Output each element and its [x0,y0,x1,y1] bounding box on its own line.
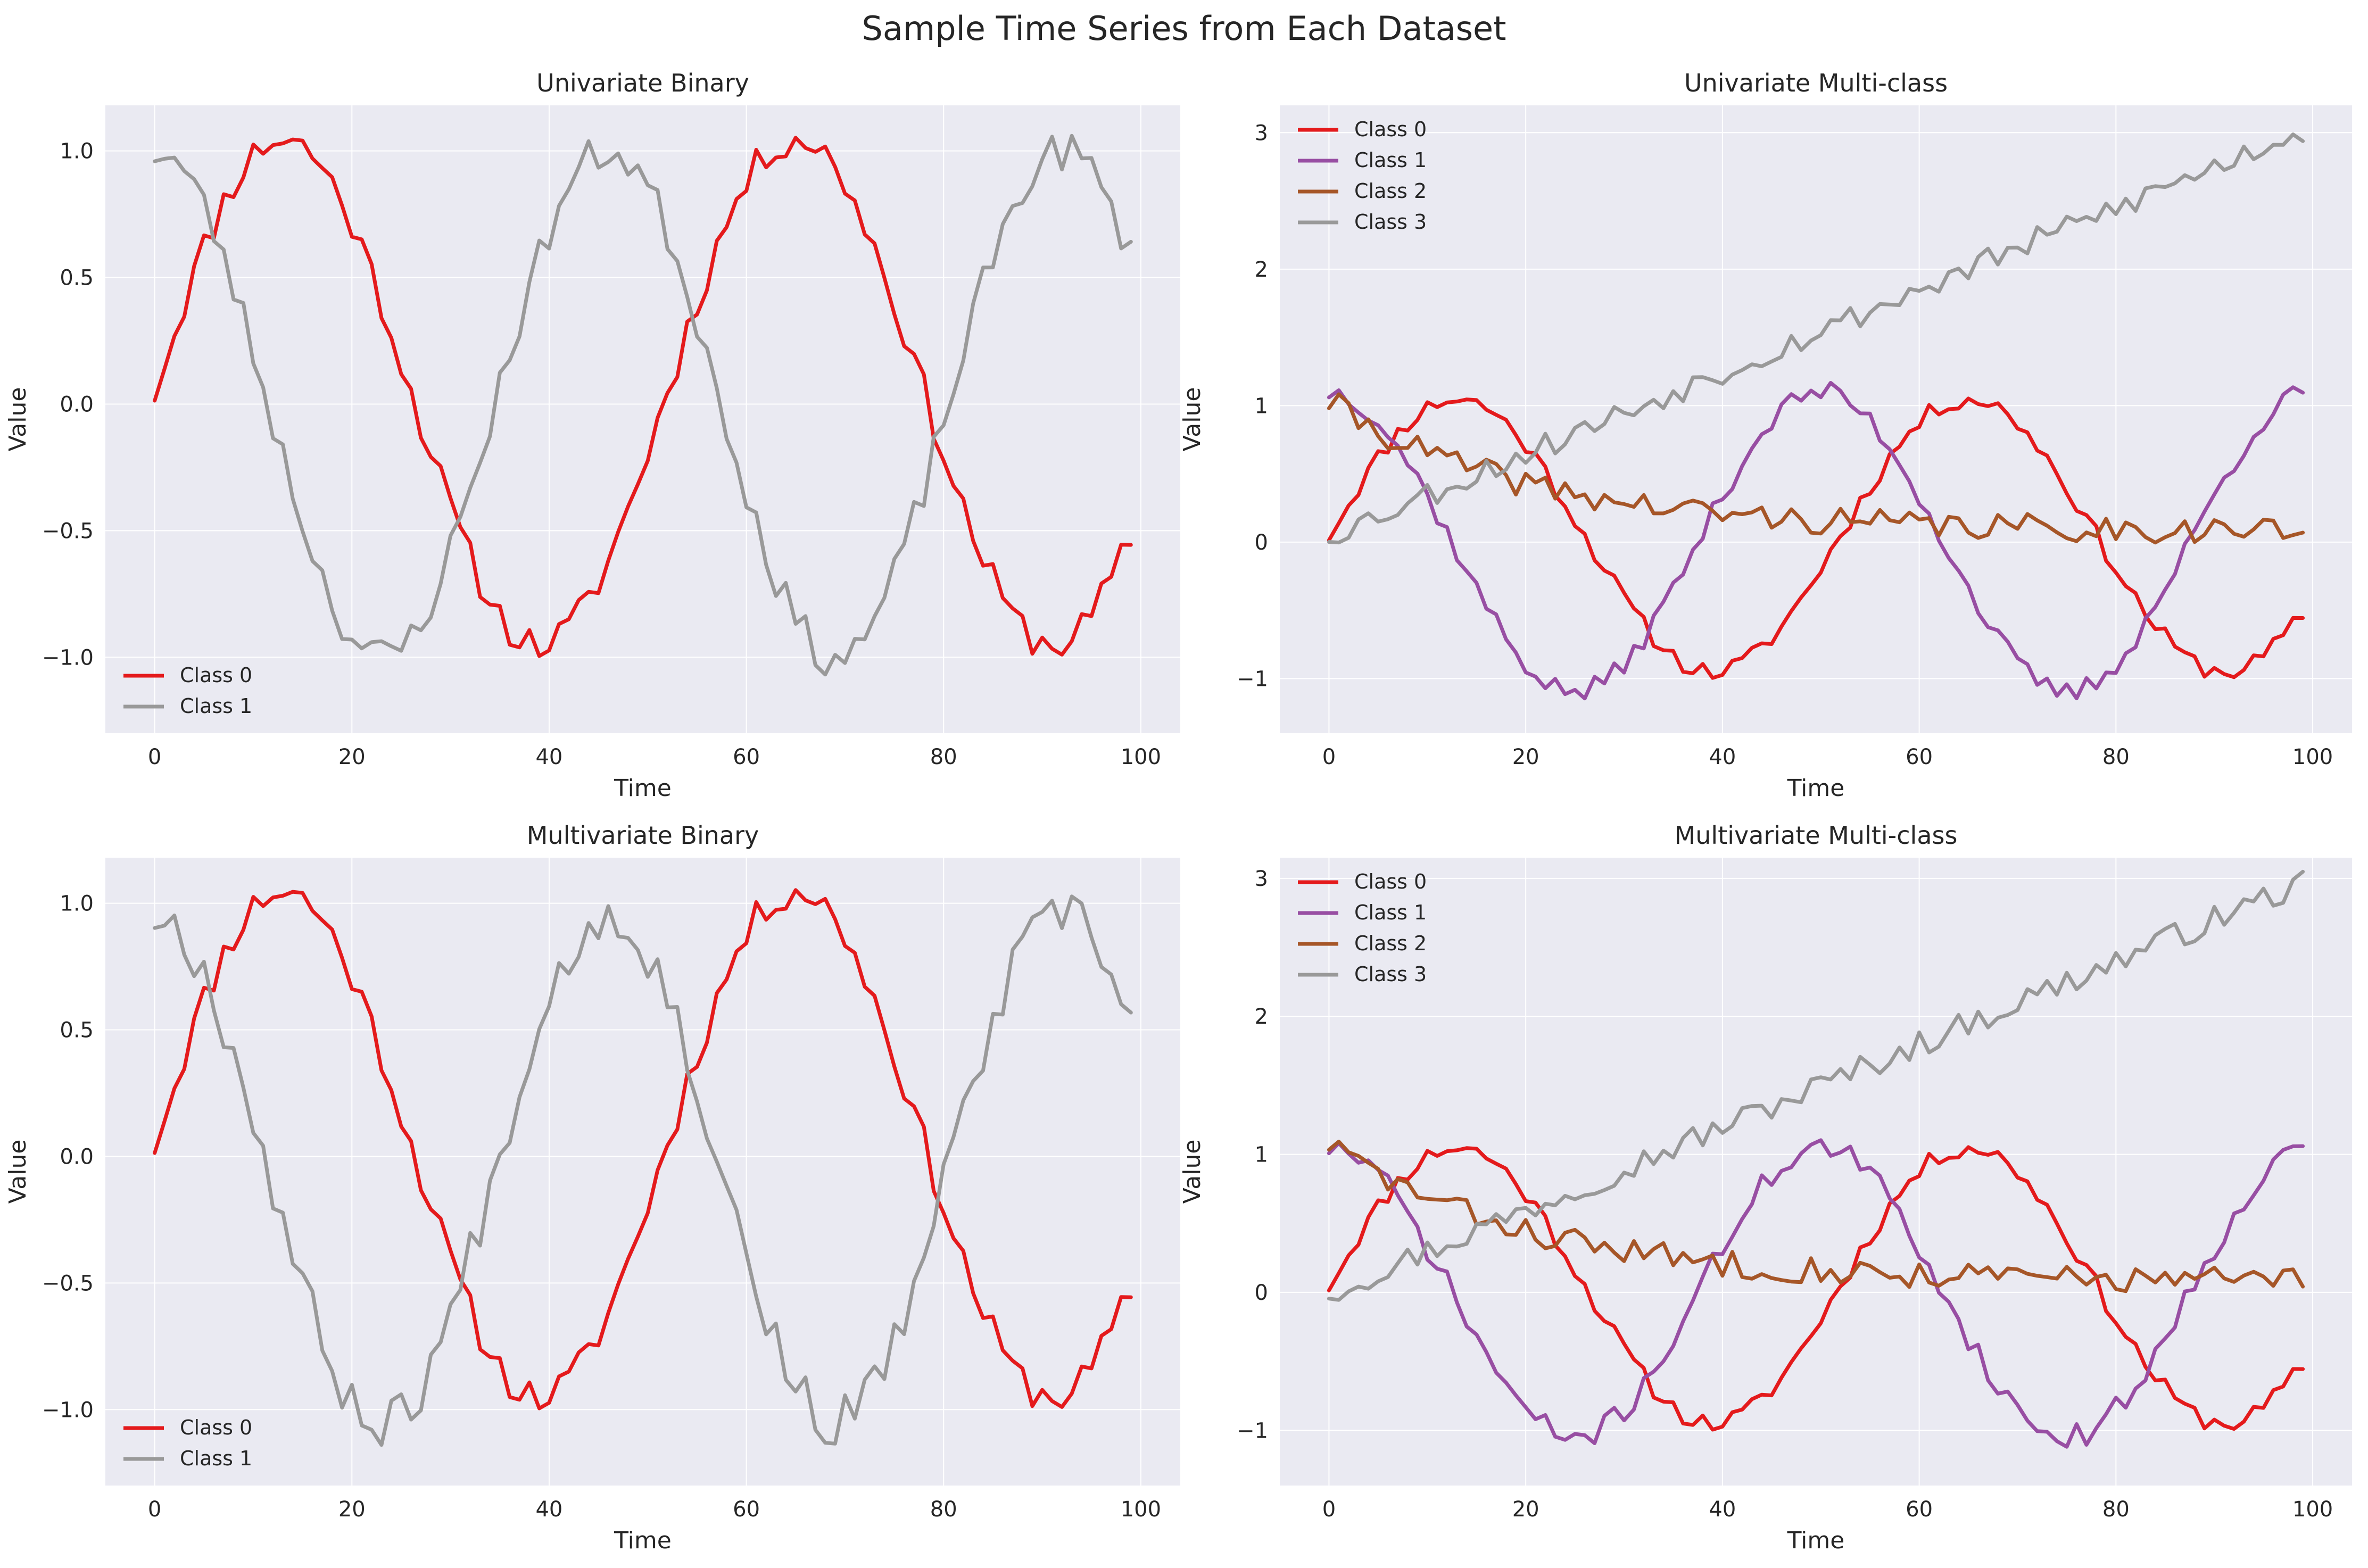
x-tick-label: 60 [733,745,760,769]
y-tick-label: −1 [1237,667,1268,691]
x-tick-label: 40 [535,1497,562,1522]
x-tick-label: 100 [2292,745,2333,769]
y-tick-label: 0 [1255,1281,1268,1305]
legend-label: Class 1 [1354,148,1427,172]
legend: Class 0 Class 1 Class 2 Class 3 [1298,118,1427,234]
series-line-class-1 [153,134,1133,677]
x-tick-label: 20 [1512,745,1539,769]
x-tick-label: 0 [148,745,161,769]
y-tick-label: −0.5 [42,519,94,543]
panel-title: Univariate Multi-class [1684,69,1948,97]
x-tick-label: 20 [1512,1497,1539,1522]
y-tick-label: −1.0 [42,1398,94,1422]
legend: Class 0 Class 1 [123,1416,252,1470]
legend-label: Class 3 [1354,963,1427,986]
y-tick-label: 3 [1255,867,1268,891]
series-line-class-0 [1327,396,2305,680]
panel-title: Multivariate Multi-class [1675,821,1958,850]
x-tick-label: 80 [930,1497,957,1522]
panel-multi-binary: 0 20 40 60 80 100 −1.0 −0.5 0.0 0.5 1.0 Multivariat… [4,821,1180,1554]
x-tick-label: 0 [1322,745,1336,769]
legend-label: Class 1 [180,1447,252,1470]
series-line-class-2 [1327,392,2305,545]
x-tick-label: 0 [1322,1497,1336,1522]
legend-label: Class 2 [1354,932,1427,955]
y-tick-label: 0.0 [60,1144,94,1169]
panel-multi-multi: 0 20 40 60 80 100 −1 0 1 2 3 Multivariate Multi-cla… [1179,821,2352,1554]
y-tick-label: −1.0 [42,645,94,670]
series-line-class-1 [1327,381,2305,701]
y-axis-label: Value [4,387,31,452]
series-line-class-3 [1327,869,2305,1302]
y-tick-label: 1.0 [60,139,94,164]
plot-area [105,105,1180,733]
y-tick-label: 1 [1255,1143,1268,1167]
y-axis-label: Value [1179,387,1206,452]
x-axis-label: Time [614,1527,672,1554]
series-line-class-1 [1327,1138,2305,1449]
x-tick-label: 60 [1906,1497,1933,1522]
panel-title: Univariate Binary [536,69,749,97]
x-tick-label: 100 [2292,1497,2333,1522]
y-tick-label: 0.5 [60,266,94,291]
legend-label: Class 1 [1354,901,1427,924]
x-tick-label: 40 [1709,745,1736,769]
x-axis-label: Time [1787,775,1845,802]
series-line-class-0 [1327,1145,2305,1432]
legend-label: Class 0 [180,1416,252,1439]
y-tick-label: 2 [1255,258,1268,282]
legend-label: Class 2 [1354,179,1427,203]
panel-uni-binary: 0 20 40 60 80 100 −1.0 −0.5 0.0 0.5 1.0 Univariate … [4,69,1180,802]
panel-title: Multivariate Binary [527,821,759,850]
y-tick-label: 3 [1255,121,1268,145]
y-axis-label: Value [4,1140,31,1204]
y-tick-label: 1.0 [60,892,94,916]
x-tick-label: 100 [1121,745,1161,769]
x-tick-label: 80 [2102,1497,2130,1522]
y-tick-label: −1 [1237,1418,1268,1443]
x-tick-label: 80 [2102,745,2130,769]
series-line-class-0 [153,888,1133,1411]
x-tick-label: 80 [930,745,957,769]
x-tick-label: 100 [1121,1497,1161,1522]
x-tick-label: 40 [1709,1497,1736,1522]
y-axis-label: Value [1179,1140,1206,1204]
y-tick-label: 0 [1255,530,1268,555]
figure-title: Sample Time Series from Each Dataset [862,9,1506,48]
legend: Class 0 Class 1 [123,663,252,718]
plot-area [1280,858,2352,1486]
y-tick-label: 2 [1255,1005,1268,1029]
legend-label: Class 3 [1354,210,1427,234]
plot-area [1280,105,2352,733]
series-line-class-1 [153,894,1133,1447]
legend-label: Class 0 [1354,870,1427,893]
x-axis-label: Time [614,775,672,802]
legend: Class 0 Class 1 Class 2 Class 3 [1298,870,1427,986]
legend-label: Class 0 [180,663,252,687]
y-tick-label: 0.5 [60,1018,94,1043]
legend-label: Class 0 [1354,118,1427,141]
y-tick-label: 0.0 [60,392,94,417]
x-tick-label: 20 [338,745,366,769]
legend-label: Class 1 [180,694,252,718]
panel-uni-multi: 0 20 40 60 80 100 −1 0 1 2 3 Univariate Multi-class… [1179,69,2352,802]
series-line-class-0 [153,136,1133,658]
x-tick-label: 20 [338,1497,366,1522]
x-tick-label: 60 [1906,745,1933,769]
x-tick-label: 0 [148,1497,161,1522]
x-axis-label: Time [1787,1527,1845,1554]
series-line-class-3 [1327,132,2305,545]
y-tick-label: 1 [1255,394,1268,418]
x-tick-label: 60 [733,1497,760,1522]
x-tick-label: 40 [535,745,562,769]
y-tick-label: −0.5 [42,1271,94,1296]
panels: 0 20 40 60 80 100−1.0−0.50.00.51.0Univariate … [4,69,2352,1554]
